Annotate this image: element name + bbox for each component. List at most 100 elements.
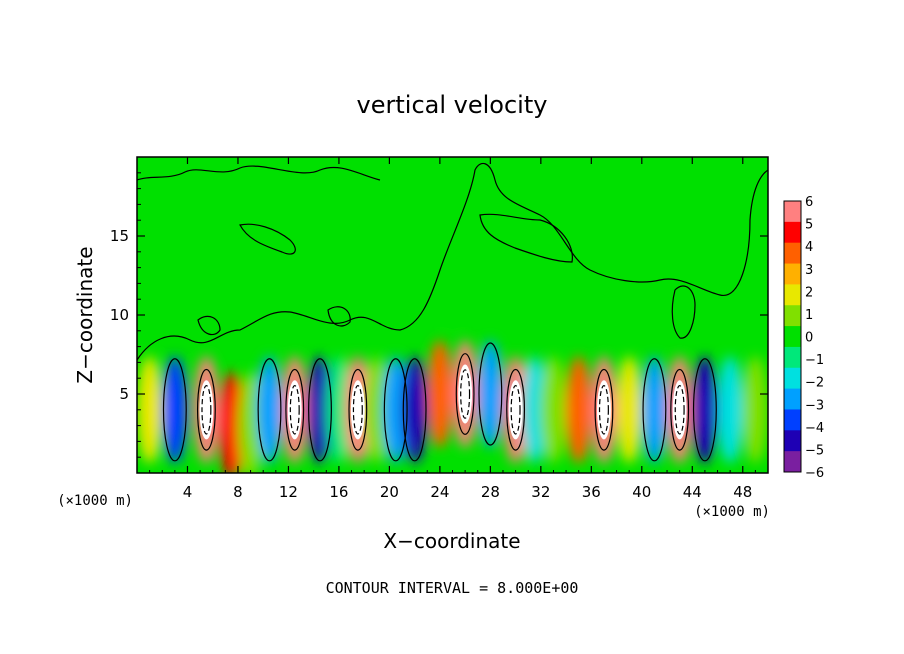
field-cell	[307, 356, 333, 464]
field-cell	[477, 340, 503, 448]
x-tick-label: 20	[380, 483, 399, 501]
x-unit-left: (×1000 m)	[57, 493, 133, 509]
x-tick-label: 12	[279, 483, 298, 501]
plot-area	[137, 157, 768, 473]
field-cell	[402, 356, 428, 464]
colorbar-swatch	[784, 409, 801, 431]
field-cell	[692, 356, 718, 464]
colorbar-tick-label: 0	[805, 331, 813, 346]
colorbar-tick-label: 6	[805, 195, 813, 210]
x-tick-label: 8	[233, 483, 243, 501]
colorbar-swatch	[784, 451, 801, 473]
field-cell	[427, 340, 453, 448]
field-cell	[364, 356, 390, 464]
colorbar-swatch	[784, 263, 801, 285]
contour-line	[598, 385, 609, 435]
x-tick-label: 24	[430, 483, 449, 501]
x-tick-label: 36	[582, 483, 601, 501]
colorbar-swatch	[784, 430, 801, 452]
contour-line	[308, 358, 332, 462]
colorbar-frame	[783, 200, 802, 473]
contour-line	[196, 368, 216, 451]
contour-line	[239, 223, 296, 255]
contour-line	[257, 358, 282, 462]
colorbar-swatch	[784, 367, 801, 390]
contour-line	[137, 165, 381, 181]
field-cell	[717, 356, 743, 464]
contour-line	[670, 368, 690, 451]
contour-line	[197, 315, 221, 336]
contour-line	[348, 368, 368, 451]
field-cell	[162, 356, 188, 464]
field-cell	[521, 356, 548, 464]
y-tick-label: 15	[110, 227, 129, 245]
field-cell	[566, 356, 592, 464]
colorbar-swatch	[784, 221, 801, 244]
colorbar-tick-label: 3	[805, 263, 813, 278]
contour-line	[327, 306, 351, 327]
x-unit-right: (×1000 m)	[694, 504, 770, 520]
field-cell	[137, 356, 163, 464]
field-cell	[383, 356, 409, 464]
colorbar: 6 5 4 3 2 1 0 −1 −2 −3 −4 −5 −6	[783, 195, 824, 481]
field-cell	[256, 356, 283, 464]
contour-line	[352, 385, 363, 435]
contour-line	[289, 385, 300, 435]
contour-line	[478, 342, 503, 446]
field-cell	[439, 243, 466, 323]
y-tick-label: 5	[119, 385, 129, 403]
field-cell	[250, 196, 276, 276]
contour-line	[285, 368, 305, 451]
field-cell	[237, 371, 264, 473]
contour-line	[510, 385, 521, 435]
contour-line	[671, 285, 696, 339]
colorbar-tick-label: −1	[805, 353, 824, 368]
colorbar-tick-label: 2	[805, 285, 813, 300]
contour-line	[674, 385, 685, 435]
colorbar-tick-label: −5	[805, 443, 824, 458]
contour-line	[460, 369, 471, 419]
contour-line	[506, 368, 526, 451]
contour-interval-annotation: CONTOUR INTERVAL = 8.000E+00	[326, 579, 579, 597]
contour-line	[692, 358, 717, 462]
y-tick-label: 10	[110, 306, 129, 324]
chart-title: vertical velocity	[357, 91, 548, 119]
x-tick-label: 44	[683, 483, 702, 501]
contour-line	[162, 358, 187, 462]
x-tick-label: 16	[329, 483, 348, 501]
field-cell	[326, 356, 352, 464]
contour-line	[479, 213, 573, 263]
field-cell	[641, 356, 668, 464]
contour-line	[594, 368, 614, 451]
colorbar-swatch	[784, 326, 801, 348]
x-tick-label: 4	[183, 483, 193, 501]
x-tick-label: 48	[733, 483, 752, 501]
field-cell	[219, 371, 245, 473]
x-axis-label: X−coordinate	[383, 529, 520, 553]
colorbar-swatch	[784, 346, 801, 369]
field-cell	[616, 356, 642, 464]
colorbar-swatch	[784, 201, 801, 223]
y-axis-label: Z−coordinate	[73, 246, 97, 383]
contour-line	[402, 358, 427, 462]
colorbar-swatch	[784, 305, 801, 327]
x-tick-label: 40	[632, 483, 651, 501]
colorbar-tick-label: −3	[805, 398, 824, 413]
x-tick-label: 28	[481, 483, 500, 501]
field-cell	[540, 356, 567, 464]
colorbar-tick-label: 1	[805, 308, 813, 323]
contour-line	[383, 358, 408, 462]
colorbar-swatch	[784, 284, 801, 306]
contour-line	[642, 358, 667, 462]
colorbar-swatch	[784, 242, 801, 265]
contour-line	[455, 353, 475, 435]
colorbar-swatch	[784, 388, 801, 410]
colorbar-tick-label: −4	[805, 421, 824, 436]
contour-line	[201, 385, 212, 435]
field-cell	[742, 356, 768, 464]
x-tick-label: 32	[531, 483, 550, 501]
zero-contour-line	[137, 162, 768, 361]
colorbar-tick-label: 5	[805, 218, 813, 233]
colorbar-tick-label: −2	[805, 376, 824, 391]
